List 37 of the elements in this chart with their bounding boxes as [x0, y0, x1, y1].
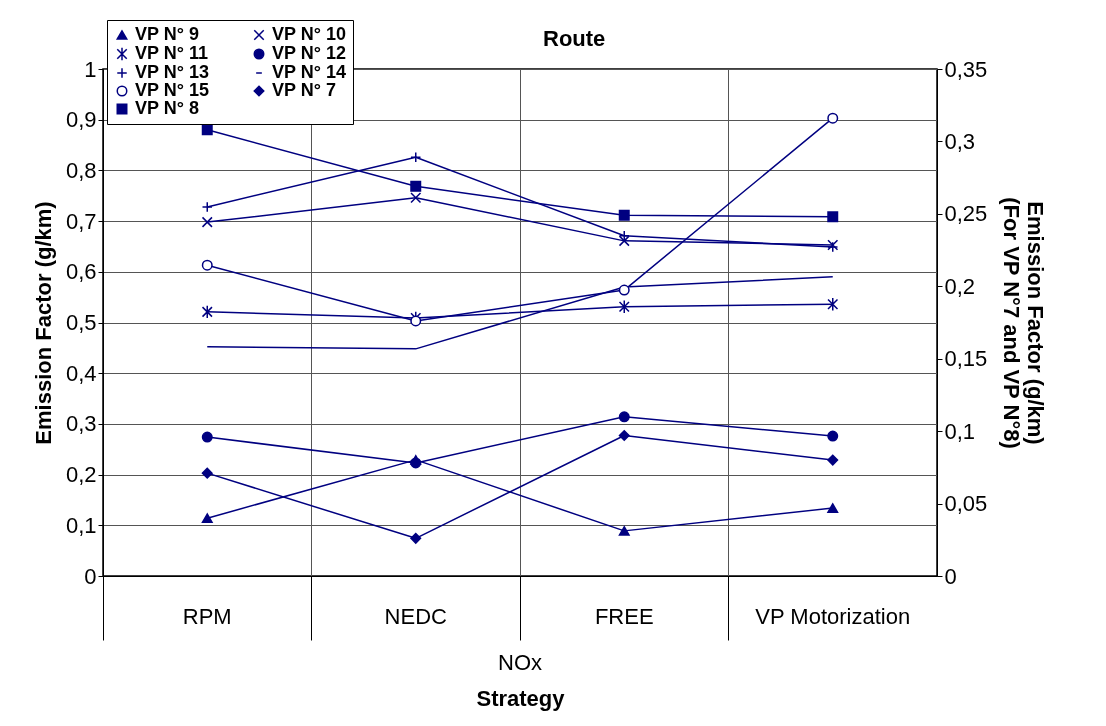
- x-tick-label: RPM: [182, 603, 232, 629]
- legend-label: VP N° 9: [135, 24, 199, 44]
- y2-tick-label: 0,2: [944, 273, 976, 299]
- legend-label: VP N° 7: [272, 80, 336, 100]
- x-axis-title: Strategy: [476, 686, 566, 711]
- y-axis-title: Emission Factor (g/km): [30, 201, 56, 445]
- y2-axis-title: Emission Factor (g/km) (For VP N°7 and VP N°8): [999, 197, 1049, 449]
- y2-tick-label: 0,15: [944, 346, 988, 372]
- y-tick-label: 0,8: [65, 157, 97, 183]
- legend-label: VP N° 13: [135, 62, 209, 82]
- y-tick-label: 0,3: [65, 411, 97, 437]
- legend-label: VP N° 15: [135, 80, 209, 100]
- x-tick-label: VP Motorization: [755, 603, 911, 629]
- legend-label: VP N° 8: [135, 98, 199, 118]
- y-tick-label: 0,5: [65, 310, 97, 335]
- text: NOx: [497, 650, 543, 676]
- y-tick-label: 1: [84, 56, 97, 82]
- y2-tick-label: 0,05: [944, 491, 988, 517]
- y2-tick-label: 0: [944, 563, 957, 589]
- legend-label: VP N° 11: [135, 43, 208, 63]
- y-tick-label: 0,9: [65, 107, 97, 133]
- chart-title: Route: [543, 26, 606, 52]
- y-tick-label: 0,6: [65, 259, 97, 285]
- y2-tick-label: 0,25: [944, 201, 988, 227]
- y-tick-label: 0,4: [65, 360, 97, 386]
- y2-tick-label: 0,3: [944, 128, 976, 154]
- legend-label: VP N° 14: [272, 62, 346, 82]
- y-tick-label: 0,7: [65, 208, 97, 234]
- legend-label: VP N° 12: [272, 43, 346, 63]
- x-tick-label: FREE: [594, 603, 654, 629]
- legend-label: VP N° 10: [272, 24, 346, 44]
- y-tick-label: 0,2: [65, 462, 97, 488]
- y-tick-label: 0,1: [65, 512, 97, 538]
- y-tick-label: 0: [84, 563, 97, 589]
- y2-tick-label: 0,35: [944, 56, 988, 82]
- y2-tick-label: 0,1: [944, 418, 976, 444]
- x-tick-label: NEDC: [384, 603, 448, 629]
